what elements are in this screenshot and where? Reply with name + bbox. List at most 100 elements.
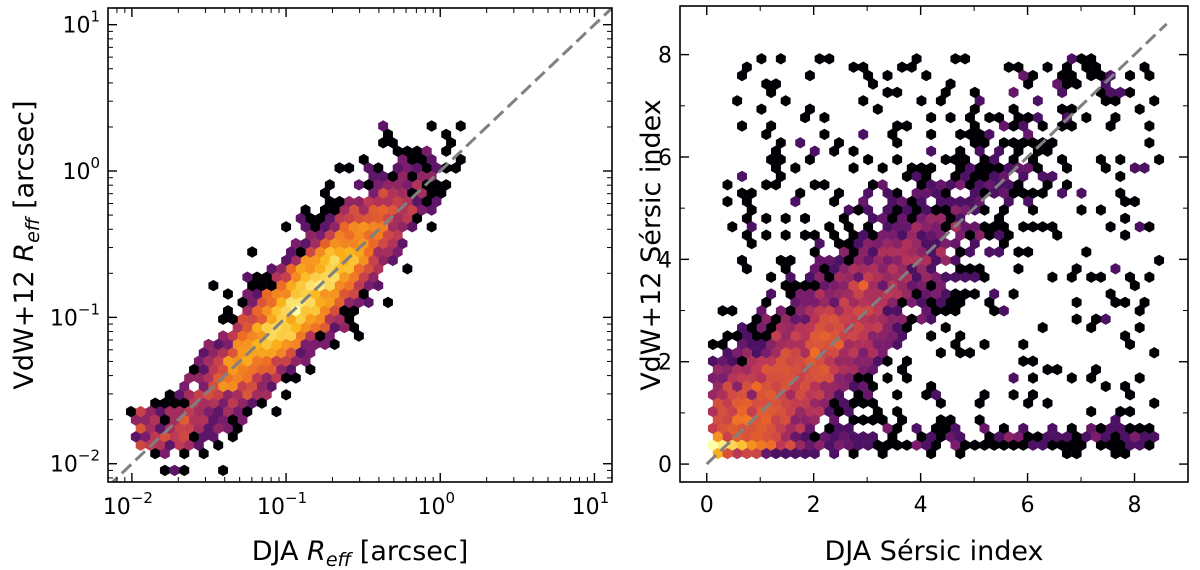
- sersic-hexbin: [1062, 61, 1072, 73]
- reff-hexbin: [344, 296, 355, 309]
- sersic-hexbin: [882, 221, 893, 233]
- sersic-hexbin: [790, 330, 801, 342]
- sersic-hexbin: [1066, 439, 1077, 451]
- sersic-hexbin: [790, 397, 801, 409]
- sersic-hexbin: [858, 330, 869, 342]
- sersic-hexbin: [809, 431, 820, 443]
- sersic-hexbin: [732, 380, 743, 393]
- sersic-hexbin: [771, 447, 781, 460]
- sersic-hexbin: [945, 212, 956, 225]
- sersic-hexbin: [741, 330, 752, 342]
- sersic-hexbin: [868, 313, 878, 325]
- sersic-hexbin: [1086, 321, 1097, 334]
- sersic-hexbin: [853, 254, 864, 267]
- reff-hexbin: [295, 347, 306, 359]
- sersic-hexbin: [984, 431, 995, 443]
- reff-hexbin: [373, 195, 384, 208]
- sersic-hexbin: [994, 229, 1004, 241]
- sersic-hexbin: [1032, 145, 1043, 157]
- sersic-hexbin: [1091, 431, 1101, 443]
- sersic-hexbin: [780, 347, 791, 359]
- reff-hexbin: [145, 405, 156, 418]
- sersic-hexbin: [950, 271, 961, 283]
- sersic-hexbin: [994, 111, 1004, 124]
- reff-hexbin: [305, 313, 316, 325]
- sersic-hexbin: [795, 137, 806, 149]
- sersic-hexbin: [916, 313, 927, 325]
- sersic-hexbin: [712, 414, 723, 426]
- reff-hexbin: [242, 321, 253, 334]
- reff-hexbin: [383, 128, 393, 141]
- sersic-hexbin: [809, 380, 820, 393]
- reff-hexbin: [150, 447, 161, 460]
- reff-hexbin: [363, 179, 374, 191]
- reff-hexbin: [256, 380, 267, 393]
- sersic-hexbin: [800, 279, 810, 292]
- sersic-hexbin: [766, 338, 777, 351]
- sersic-hexbin: [785, 305, 796, 317]
- sersic-hexbin: [809, 263, 820, 275]
- sersic-hexbin: [712, 431, 723, 443]
- sersic-hexbin: [877, 162, 888, 174]
- sersic-hexbin: [1081, 111, 1092, 124]
- sersic-hexbin: [838, 212, 849, 225]
- sersic-hexbin: [1105, 120, 1116, 132]
- sersic-hexbin: [1023, 128, 1034, 141]
- sersic-hexbin: [974, 128, 985, 141]
- sersic-hexbin: [1032, 111, 1043, 124]
- sersic-hexbin: [1071, 447, 1082, 460]
- reff-hexbin: [261, 372, 272, 384]
- sersic-hexbin: [892, 120, 903, 132]
- sersic-hexbin: [1125, 422, 1135, 435]
- sersic-hexbin: [751, 347, 762, 359]
- sersic-hexbin: [756, 439, 767, 451]
- sersic-hexbin: [955, 162, 966, 174]
- sersic-hexbin: [838, 347, 849, 359]
- sersic-hexbin: [1134, 422, 1145, 435]
- reff-hexbin: [329, 305, 340, 317]
- sersic-hexbin: [843, 405, 854, 418]
- sersic-hexbin: [906, 212, 917, 225]
- sersic-hexbin: [931, 254, 941, 267]
- sersic-hexbin: [969, 120, 980, 132]
- sersic-hexbin: [771, 162, 781, 174]
- reff-xlabel-prefix: DJA: [252, 536, 307, 567]
- sersic-hexbin: [814, 237, 825, 250]
- sersic-hexbin: [766, 120, 777, 132]
- sersic-hexbin: [775, 170, 786, 183]
- sersic-hexbin: [940, 422, 951, 435]
- sersic-hexbin: [722, 330, 733, 342]
- reff-hexbin: [349, 271, 359, 283]
- sersic-hexbin: [858, 279, 869, 292]
- sersic-hexbin: [868, 229, 878, 241]
- sersic-hexbin: [1042, 179, 1053, 191]
- reff-hexbin: [276, 347, 287, 359]
- reff-hexbin: [349, 321, 359, 334]
- sersic-hexbin: [853, 237, 864, 250]
- reff-hexbin: [344, 246, 355, 258]
- reff-hexbin: [198, 431, 209, 443]
- sersic-hexbin: [809, 414, 820, 426]
- sersic-hexbin: [940, 204, 951, 216]
- reff-hexbin: [387, 221, 398, 233]
- sersic-hexbin: [931, 204, 941, 216]
- sersic-hexbin: [804, 338, 815, 351]
- reff-hexbin: [252, 305, 262, 317]
- reff-hexbin: [159, 464, 170, 477]
- sersic-hexbin: [979, 271, 990, 283]
- sersic-hexbin: [722, 179, 733, 191]
- sersic-hexbin: [819, 363, 830, 376]
- reff-hexbin: [397, 221, 408, 233]
- sersic-hexbin: [843, 288, 854, 300]
- reff-hexbin: [387, 204, 398, 216]
- sersic-hexbin: [838, 279, 849, 292]
- reff-hexbin: [300, 355, 311, 367]
- sersic-hexbin: [717, 372, 728, 384]
- reff-hexbin: [130, 431, 141, 443]
- sersic-hexbin: [974, 179, 985, 191]
- sersic-hexbin: [829, 195, 840, 208]
- sersic-hexbin: [1042, 431, 1053, 443]
- reff-hexbin: [242, 372, 253, 384]
- sersic-hexbin: [897, 414, 907, 426]
